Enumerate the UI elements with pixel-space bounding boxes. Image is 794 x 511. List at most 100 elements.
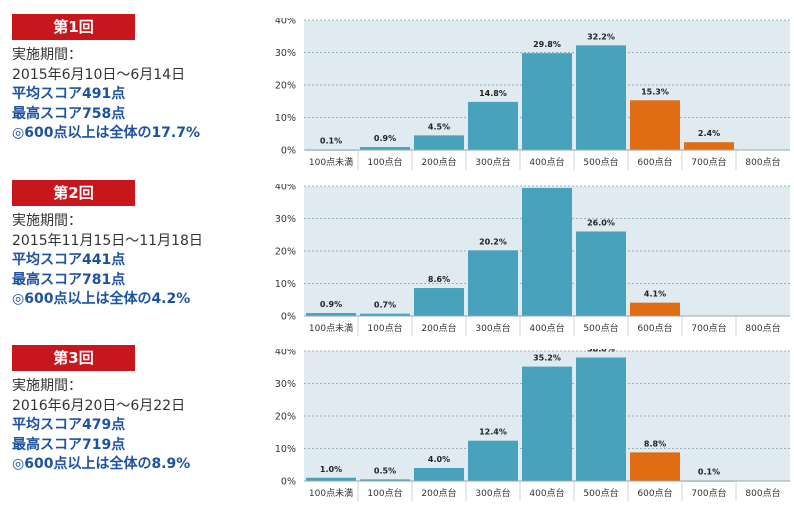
bar	[414, 288, 464, 316]
session-info: 実施期間： 2016年6月20日〜6月22日 平均スコア479点 最高スコア71…	[12, 377, 272, 475]
max-score: 最高スコア758点	[12, 105, 126, 122]
x-tick-label: 500点台	[583, 156, 618, 168]
ratio-600-plus: ◎600点以上は全体の4.2%	[12, 291, 191, 307]
data-label: 0.9%	[320, 300, 342, 309]
x-tick-label: 300点台	[475, 156, 510, 168]
x-tick-label: 100点未満	[309, 322, 353, 334]
y-tick-label: 10%	[275, 279, 296, 290]
x-tick-label: 700点台	[691, 487, 726, 499]
bar	[522, 187, 572, 316]
session-1: 第1回 実施期間： 2015年6月10日〜6月14日 平均スコア491点 最高ス…	[0, 14, 794, 180]
y-tick-label: 0%	[281, 312, 296, 323]
x-tick-label: 600点台	[637, 156, 672, 168]
x-tick-label: 800点台	[745, 487, 780, 499]
average-score: 平均スコア479点	[12, 417, 126, 433]
x-tick-label: 100点台	[367, 322, 402, 334]
period-label: 実施期間：	[12, 378, 82, 394]
x-tick-label: 100点台	[367, 156, 402, 168]
chart-svg: 0% 10% 20% 30% 40% 0.1% 100点未満 0.9% 100点台 4.5% 200…	[275, 18, 790, 170]
period-dates: 2015年6月10日〜6月14日	[12, 66, 186, 83]
data-label: 15.3%	[641, 87, 669, 96]
x-tick-label: 500点台	[583, 487, 618, 499]
bar	[576, 357, 626, 481]
period-label: 実施期間：	[12, 213, 82, 229]
score-distribution-chart: 0% 10% 20% 30% 40% 0.1% 100点未満 0.9% 100点台 4.5% 200…	[266, 18, 794, 178]
bar	[360, 479, 410, 481]
x-tick-label: 200点台	[421, 487, 456, 499]
y-tick-label: 40%	[275, 184, 296, 193]
x-tick-label: 800点台	[745, 322, 780, 334]
bar	[630, 100, 680, 150]
y-tick-label: 30%	[275, 214, 296, 225]
data-label: 12.4%	[479, 428, 507, 437]
max-score: 最高スコア719点	[12, 436, 126, 453]
x-tick-label: 100点未満	[309, 156, 353, 168]
bar	[468, 101, 518, 150]
data-label: 38.0%	[587, 349, 615, 354]
period-dates: 2016年6月20日〜6月22日	[12, 397, 186, 414]
data-label: 0.1%	[320, 137, 342, 146]
x-tick-label: 400点台	[529, 156, 564, 168]
score-distribution-chart: 0% 10% 20% 30% 40% 1.0% 100点未満 0.5% 100点台 4.0% 200…	[266, 349, 794, 509]
max-score: 最高スコア781点	[12, 271, 126, 288]
y-tick-label: 0%	[281, 146, 296, 157]
x-tick-label: 200点台	[421, 322, 456, 334]
bar	[468, 440, 518, 481]
average-score: 平均スコア441点	[12, 252, 126, 268]
bar	[522, 53, 572, 150]
x-tick-label: 500点台	[583, 322, 618, 334]
y-tick-label: 20%	[275, 412, 296, 423]
y-tick-label: 30%	[275, 48, 296, 59]
data-label: 35.2%	[533, 354, 561, 363]
y-tick-label: 10%	[275, 113, 296, 124]
data-label: 2.4%	[698, 129, 720, 138]
session-3: 第3回 実施期間： 2016年6月20日〜6月22日 平均スコア479点 最高ス…	[0, 345, 794, 511]
ratio-600-plus: ◎600点以上は全体の8.9%	[12, 456, 191, 472]
data-label: 14.8%	[479, 89, 507, 98]
y-tick-label: 40%	[275, 18, 296, 27]
y-tick-label: 30%	[275, 379, 296, 390]
x-tick-label: 300点台	[475, 322, 510, 334]
bar	[306, 477, 356, 481]
chart-svg: 0% 10% 20% 30% 40% 0.9% 100点未満 0.7% 100点台 8.6% 200…	[275, 184, 790, 336]
session-badge: 第1回	[12, 14, 135, 40]
x-tick-label: 100点未満	[309, 487, 353, 499]
data-label: 32.2%	[587, 32, 615, 41]
session-info: 実施期間： 2015年11月15日〜11月18日 平均スコア441点 最高スコア…	[12, 212, 272, 310]
session-2: 第2回 実施期間： 2015年11月15日〜11月18日 平均スコア441点 最…	[0, 180, 794, 346]
session-badge: 第2回	[12, 180, 135, 206]
x-tick-label: 600点台	[637, 487, 672, 499]
x-tick-label: 300点台	[475, 487, 510, 499]
x-tick-label: 200点台	[421, 156, 456, 168]
bar	[522, 366, 572, 481]
session-badge: 第3回	[12, 345, 135, 371]
data-label: 26.0%	[587, 219, 615, 228]
data-label: 0.5%	[374, 466, 396, 475]
data-label: 8.8%	[644, 439, 666, 448]
session-info: 実施期間： 2015年6月10日〜6月14日 平均スコア491点 最高スコア75…	[12, 46, 272, 144]
ratio-600-plus: ◎600点以上は全体の17.7%	[12, 125, 201, 141]
x-tick-label: 100点台	[367, 487, 402, 499]
bar	[630, 452, 680, 481]
x-tick-label: 700点台	[691, 156, 726, 168]
score-distribution-chart: 0% 10% 20% 30% 40% 0.9% 100点未満 0.7% 100点台 8.6% 200…	[266, 184, 794, 344]
data-label: 20.2%	[479, 237, 507, 246]
data-label: 4.0%	[428, 455, 450, 464]
data-label: 29.8%	[533, 40, 561, 49]
data-label: 0.9%	[374, 134, 396, 143]
x-tick-label: 800点台	[745, 156, 780, 168]
bar	[414, 468, 464, 481]
data-label: 8.6%	[428, 275, 450, 284]
average-score: 平均スコア491点	[12, 86, 126, 102]
chart-svg: 0% 10% 20% 30% 40% 1.0% 100点未満 0.5% 100点台 4.0% 200…	[275, 349, 790, 501]
data-label: 0.1%	[698, 468, 720, 477]
bar	[630, 302, 680, 316]
y-tick-label: 40%	[275, 349, 296, 358]
period-label: 実施期間：	[12, 47, 82, 63]
bar	[360, 313, 410, 316]
period-dates: 2015年11月15日〜11月18日	[12, 232, 203, 249]
bar	[306, 313, 356, 316]
bar	[684, 142, 734, 150]
y-tick-label: 10%	[275, 444, 296, 455]
y-tick-label: 0%	[281, 477, 296, 488]
